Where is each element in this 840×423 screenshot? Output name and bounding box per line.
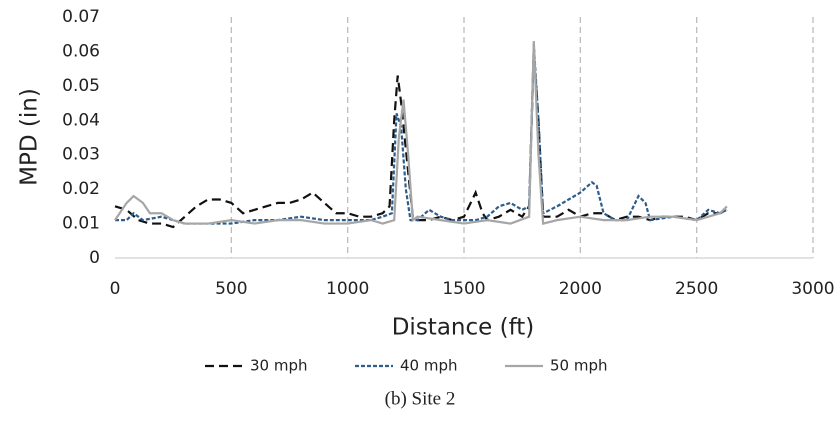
legend-label: 50 mph	[550, 357, 608, 375]
x-tick-label: 1000	[326, 279, 369, 299]
x-tick-label: 500	[215, 279, 247, 299]
x-tick-label: 1500	[442, 279, 485, 299]
y-tick-label: 0.02	[62, 179, 100, 199]
x-tick-label: 2500	[675, 279, 718, 299]
y-tick-label: 0.03	[62, 145, 100, 165]
legend-label: 40 mph	[400, 357, 458, 375]
caption: (b) Site 2	[385, 388, 456, 409]
series-line	[115, 44, 728, 225]
y-tick-label: 0.07	[62, 7, 100, 27]
y-tick-label: 0.04	[62, 110, 100, 130]
y-tick-label: 0.01	[62, 214, 100, 234]
y-tick-label: 0.06	[62, 41, 100, 61]
series-line	[114, 41, 728, 225]
x-tick-label: 3000	[791, 279, 834, 299]
x-tick-label: 0	[110, 279, 121, 299]
y-tick-label: 0.05	[62, 76, 100, 96]
legend-label: 30 mph	[250, 357, 308, 375]
y-tick-label: 0	[89, 248, 100, 268]
x-tick-label: 2000	[559, 279, 602, 299]
y-axis-title: MPD (in)	[17, 88, 43, 186]
x-axis-title: Distance (ft)	[392, 315, 535, 341]
